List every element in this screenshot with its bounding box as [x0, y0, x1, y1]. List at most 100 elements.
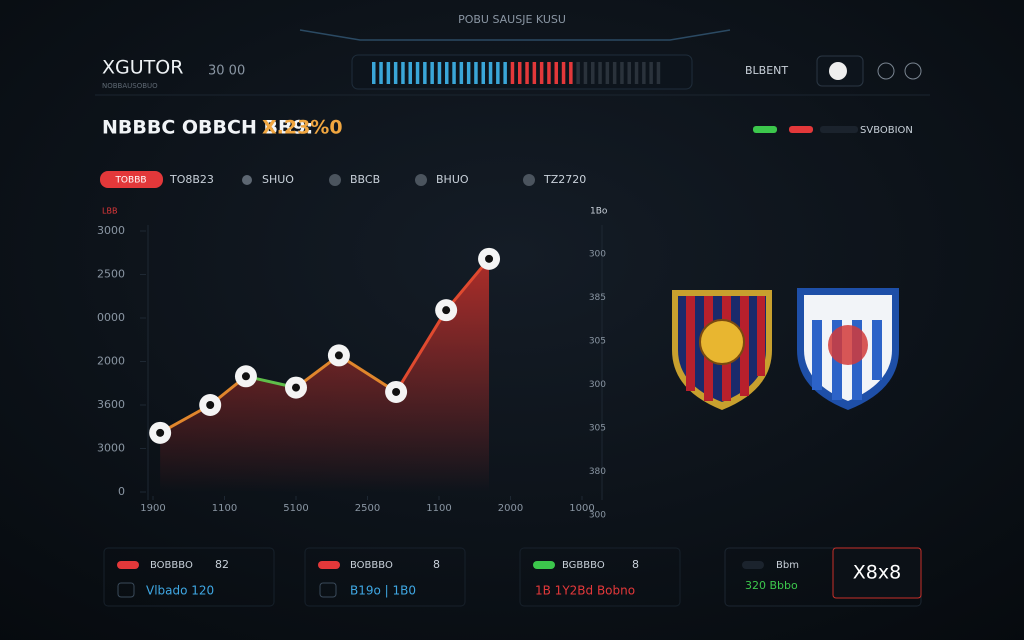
progress-tick — [408, 62, 412, 84]
progress-tick — [503, 62, 507, 84]
point-center — [442, 306, 451, 315]
progress-tick — [510, 62, 515, 84]
progress-tick — [496, 62, 500, 84]
y-tick-label: 3600 — [97, 398, 125, 411]
progress-tick — [474, 62, 478, 84]
icon[interactable] — [904, 62, 922, 80]
progress-tick — [656, 62, 661, 84]
card-label: BGBBBO — [562, 560, 605, 571]
progress-tick — [379, 62, 383, 84]
y2-label: 300 — [589, 511, 606, 521]
crest-left — [672, 290, 772, 410]
progress-tick — [612, 62, 617, 84]
tab-label[interactable]: BBCB — [350, 173, 380, 186]
x-tick-label: 2000 — [498, 503, 523, 514]
legend-label: SVBOBION — [860, 125, 913, 136]
score[interactable]: X8x8 — [853, 562, 901, 584]
progress-tick — [393, 62, 398, 84]
progress-tick — [459, 62, 464, 84]
progress-tick — [547, 62, 551, 84]
y2-label: 305 — [589, 424, 606, 434]
progress-tick — [576, 62, 580, 84]
y2-label: 385 — [589, 293, 606, 303]
x-tick-label: 5100 — [283, 503, 308, 514]
point-center — [156, 428, 165, 437]
card-sub: B19o | 1B0 — [350, 584, 416, 598]
point-center — [206, 401, 215, 409]
tab-label[interactable]: BHUO — [436, 173, 469, 186]
y-tick-label: 3000 — [97, 224, 125, 237]
progress-tick — [532, 62, 537, 84]
progress-tick — [445, 62, 449, 84]
card: BGBBBO 8 1B 1Y2Bd Bobno — [519, 547, 681, 607]
point-center — [485, 254, 494, 263]
card-label: BOBBBO — [150, 560, 193, 571]
tab-dot — [242, 175, 252, 185]
progress-tick — [649, 62, 653, 84]
crest-right — [797, 288, 899, 410]
progress-tick — [401, 62, 405, 84]
progress-tick — [437, 62, 442, 84]
progress-tick — [386, 62, 391, 84]
counter: 30 00 — [208, 64, 245, 79]
tab-dot — [415, 174, 427, 186]
x-tick-label: 2500 — [355, 503, 380, 514]
y-unit-label: LBB — [102, 207, 117, 216]
logo-sub: NOBBAUSOBUO — [102, 82, 158, 90]
tab-label[interactable]: SHUO — [262, 173, 294, 186]
user-name: BLBENT — [745, 64, 788, 77]
progress-bar — [372, 62, 661, 84]
card-sub: Vlbado 120 — [146, 584, 214, 598]
tab-active[interactable] — [100, 171, 163, 188]
card: BOBBBO 82 Vlbado 120 — [103, 547, 275, 607]
legend-swatch — [753, 126, 777, 133]
card-value: 82 — [215, 558, 229, 571]
tab-dot — [523, 174, 535, 186]
progress-tick — [539, 62, 544, 84]
area — [160, 258, 490, 492]
progress-tick — [452, 62, 456, 84]
y-tick-label: 0000 — [97, 311, 125, 324]
card-sub: 1B 1Y2Bd Bobno — [535, 584, 635, 598]
card-sub: 320 Bbbo — [745, 579, 798, 592]
card: Bbm 320 Bbbo X8x8 — [724, 547, 922, 607]
chart: 0 3000 3600 2000 0000 2500 3000 300 385 305 300 305… — [97, 224, 606, 521]
progress-tick — [598, 62, 602, 84]
tab-label[interactable]: TO8B23 — [169, 173, 214, 186]
progress-tick — [518, 62, 522, 84]
progress-tick — [569, 62, 573, 84]
tab-label[interactable]: TZ2720 — [543, 173, 586, 186]
x-tick-label: 1100 — [426, 503, 451, 514]
card-label: BOBBBO — [350, 560, 393, 571]
card-value: 8 — [433, 558, 440, 571]
header-frame — [299, 29, 731, 41]
progress-tick — [634, 62, 639, 84]
x-tick-label: 1000 — [569, 503, 594, 514]
point-center — [334, 351, 343, 360]
score-box[interactable] — [832, 547, 922, 599]
point-center — [241, 372, 250, 381]
line-segment — [444, 257, 491, 312]
section-highlight: X.23%0 — [262, 117, 343, 139]
x-tick-label: 1100 — [212, 503, 237, 514]
y-tick-label: 3000 — [97, 442, 125, 455]
legend-swatch — [789, 126, 813, 133]
progress-tick — [642, 62, 646, 84]
y-tick-label: 2000 — [97, 355, 125, 368]
section-title: NBBBC OBBCH BB9: — [102, 117, 313, 139]
icon[interactable] — [877, 62, 895, 80]
tab-label[interactable]: TOBBB — [114, 176, 146, 186]
line-segment — [394, 309, 448, 393]
y-tick-label: 2500 — [97, 268, 125, 281]
y2-label: 380 — [589, 467, 606, 477]
legend-swatch — [820, 126, 858, 133]
tab-dot — [329, 174, 341, 186]
progress-tick — [591, 62, 595, 84]
progress-tick — [525, 62, 529, 84]
progress-tick — [481, 62, 485, 84]
point-center — [292, 383, 300, 392]
point-center — [392, 387, 401, 396]
y2-label: 1Bo — [590, 207, 608, 217]
